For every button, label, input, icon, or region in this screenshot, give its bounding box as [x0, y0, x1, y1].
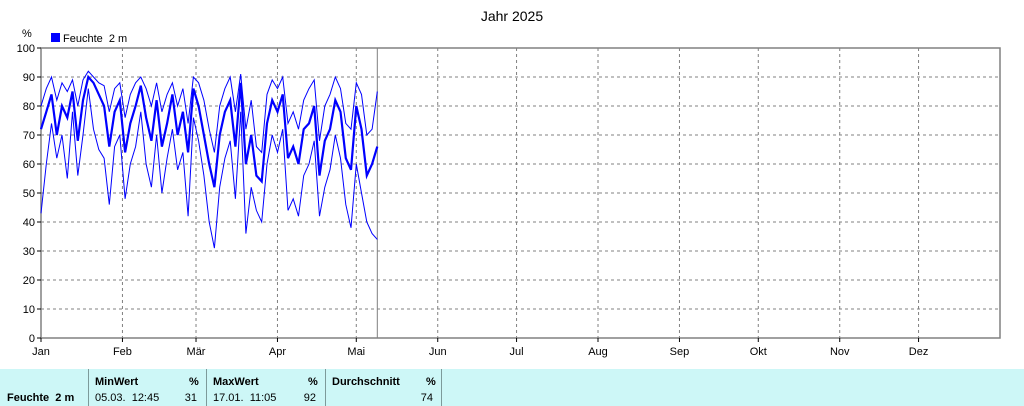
avg-value: 74 [420, 392, 433, 404]
y-tick-label: 100 [17, 43, 35, 55]
stats-min-cell: MinWert % 05.03. 12:45 31 [89, 369, 207, 406]
x-tick-label: Apr [269, 346, 286, 358]
y-tick-label: 40 [23, 217, 35, 229]
min-unit: % [189, 376, 199, 388]
x-tick-label: Sep [670, 346, 690, 358]
chart-title: Jahr 2025 [481, 8, 543, 24]
stats-max-cell: MaxWert % 17.01. 11:05 92 [207, 369, 326, 406]
max-header: MaxWert [213, 376, 259, 388]
max-timestamp: 17.01. 11:05 [213, 392, 277, 404]
stats-series-label: Feuchte 2 m [7, 392, 75, 404]
series-min-line [40, 88, 378, 249]
y-tick-label: 30 [23, 246, 35, 258]
max-value: 92 [303, 392, 316, 404]
x-tick-label: Dez [909, 346, 929, 358]
y-tick-label: 50 [23, 188, 35, 200]
x-tick-label: Feb [113, 346, 132, 358]
y-tick-label: 80 [23, 101, 35, 113]
x-tick-label: Nov [830, 346, 850, 358]
stats-avg-cell: Durchschnitt % 74 [326, 369, 442, 406]
x-tick-label: Mär [187, 346, 206, 358]
max-unit: % [308, 376, 318, 388]
min-value: 31 [184, 392, 197, 404]
y-axis-ticks: 0 10 20 30 40 50 60 70 80 90 100 [17, 43, 41, 345]
y-tick-label: 60 [23, 159, 35, 171]
x-tick-label: Aug [588, 346, 608, 358]
y-tick-label: 90 [23, 72, 35, 84]
y-tick-label: 10 [23, 304, 35, 316]
min-header: MinWert [95, 376, 139, 388]
x-tick-label: Jul [510, 346, 524, 358]
humidity-chart: 0 10 20 30 40 50 60 70 80 90 100 Jan Feb Mär Apr Mai Ju… [17, 8, 1001, 358]
x-tick-label: Okt [750, 346, 767, 358]
y-tick-label: 0 [29, 333, 35, 345]
series-avg-line [39, 74, 379, 188]
grid-lines [41, 48, 1000, 338]
x-axis-ticks: Jan Feb Mär Apr Mai Jun Jul Aug Sep Okt Nov Dez [32, 338, 928, 358]
y-tick-label: 70 [23, 130, 35, 142]
stats-empty-area [442, 369, 1024, 406]
series-max-line [40, 70, 378, 154]
legend: Feuchte 2 m [51, 33, 127, 45]
stats-series-cell: Feuchte 2 m [0, 369, 89, 406]
min-timestamp: 05.03. 12:45 [95, 392, 160, 404]
y-axis-unit: % [22, 28, 32, 40]
x-tick-label: Jan [32, 346, 50, 358]
statistics-bar: Feuchte 2 m MinWert % 05.03. 12:45 31 Ma… [0, 369, 1024, 406]
legend-swatch [51, 33, 60, 42]
series-lines [39, 70, 379, 249]
avg-unit: % [426, 376, 436, 388]
plot-area [40, 47, 1001, 339]
avg-header: Durchschnitt [332, 376, 400, 388]
x-tick-label: Jun [429, 346, 447, 358]
legend-label: Feuchte 2 m [63, 33, 127, 45]
x-tick-label: Mai [347, 346, 365, 358]
y-tick-label: 20 [23, 275, 35, 287]
